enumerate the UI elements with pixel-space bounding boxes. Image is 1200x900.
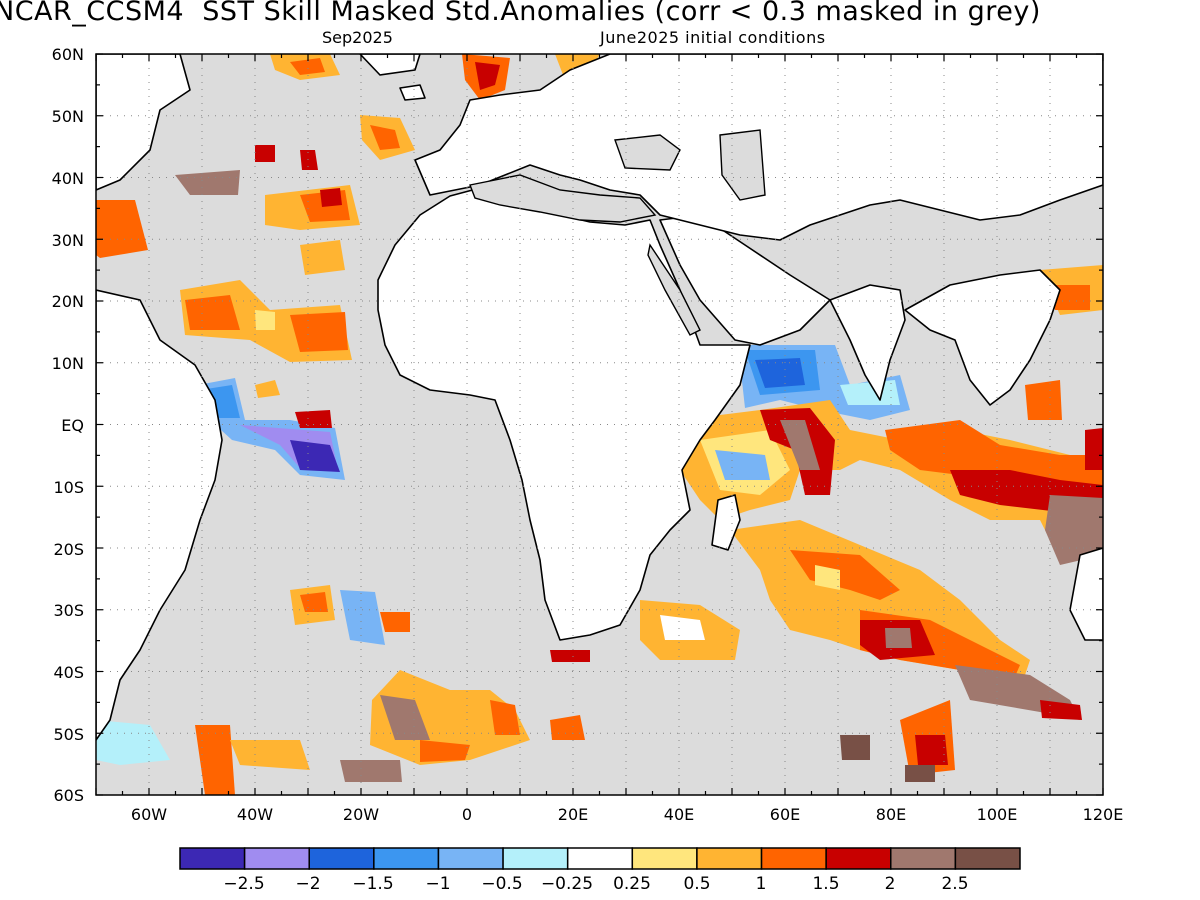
lon-label: 40E	[664, 805, 694, 824]
colorbar-swatch	[502, 847, 569, 870]
anomaly-patches	[96, 54, 1103, 795]
colorbar-label: 0.25	[613, 874, 651, 894]
lon-label: 60W	[131, 805, 167, 824]
colorbar-swatch	[890, 847, 957, 870]
lat-label: 10N	[52, 354, 84, 373]
lat-label: 10S	[53, 478, 84, 497]
colorbar-label: −1.5	[352, 874, 393, 894]
colorbar-label: 0.5	[683, 874, 710, 894]
lon-label: 120E	[1083, 805, 1124, 824]
colorbar-label: −2.5	[223, 874, 264, 894]
lat-label: 20N	[52, 292, 84, 311]
colorbar-swatch	[760, 847, 827, 870]
lat-label: 50S	[53, 725, 84, 744]
lon-label: 40W	[237, 805, 273, 824]
latitude-labels: 60N 50N 40N 30N 20N 10N EQ 10S 20S 30S 4…	[52, 45, 84, 805]
lat-label: 60S	[53, 786, 84, 805]
colorbar-label: 1	[756, 874, 767, 894]
colorbar-swatch	[825, 847, 892, 870]
lat-label: 40S	[53, 663, 84, 682]
lon-label: 0	[462, 805, 472, 824]
colorbar-swatch	[179, 847, 246, 870]
colorbar-label: 2.5	[941, 874, 968, 894]
colorbar-swatch	[243, 847, 310, 870]
colorbar-swatch	[566, 847, 634, 870]
lat-label: 50N	[52, 107, 84, 126]
lat-label: EQ	[61, 416, 84, 435]
colorbar-label: −0.25	[541, 874, 593, 894]
lon-label: 20E	[558, 805, 588, 824]
initial-conditions-label: June2025 initial conditions	[600, 28, 826, 47]
forecast-month: Sep2025	[322, 28, 393, 47]
lon-label: 20W	[343, 805, 379, 824]
lon-label: 80E	[876, 805, 906, 824]
lat-label: 30N	[52, 231, 84, 250]
lon-label: 100E	[977, 805, 1018, 824]
colorbar-swatch	[437, 847, 504, 870]
lon-label: 60E	[770, 805, 800, 824]
colorbar-label: −1	[425, 874, 450, 894]
color-bar	[179, 847, 1021, 870]
colorbar-swatch	[954, 847, 1021, 870]
colorbar-label: −0.5	[481, 874, 522, 894]
colorbar-label: 1.5	[812, 874, 839, 894]
longitude-labels: 60W 40W 20W 0 20E 40E 60E 80E 100E 120E	[131, 805, 1123, 824]
colorbar-swatch	[631, 847, 698, 870]
colorbar-label: −2	[295, 874, 320, 894]
lat-label: 20S	[53, 540, 84, 559]
lat-label: 40N	[52, 169, 84, 188]
axis-ticks	[95, 53, 1104, 796]
colorbar-swatch	[308, 847, 375, 870]
colorbar-swatch	[696, 847, 763, 870]
map-title: NCAR_CCSM4 SST Skill Masked Std.Anomalie…	[0, 0, 1041, 27]
colorbar-label: 2	[885, 874, 896, 894]
lat-label: 60N	[52, 45, 84, 64]
inland-seas	[469, 129, 766, 336]
lat-label: 30S	[53, 601, 84, 620]
colorbar-swatch	[373, 847, 440, 870]
color-bar-labels: −2.5 −2 −1.5 −1 −0.5 −0.25 0.25 0.5 1 1.…	[223, 874, 968, 894]
